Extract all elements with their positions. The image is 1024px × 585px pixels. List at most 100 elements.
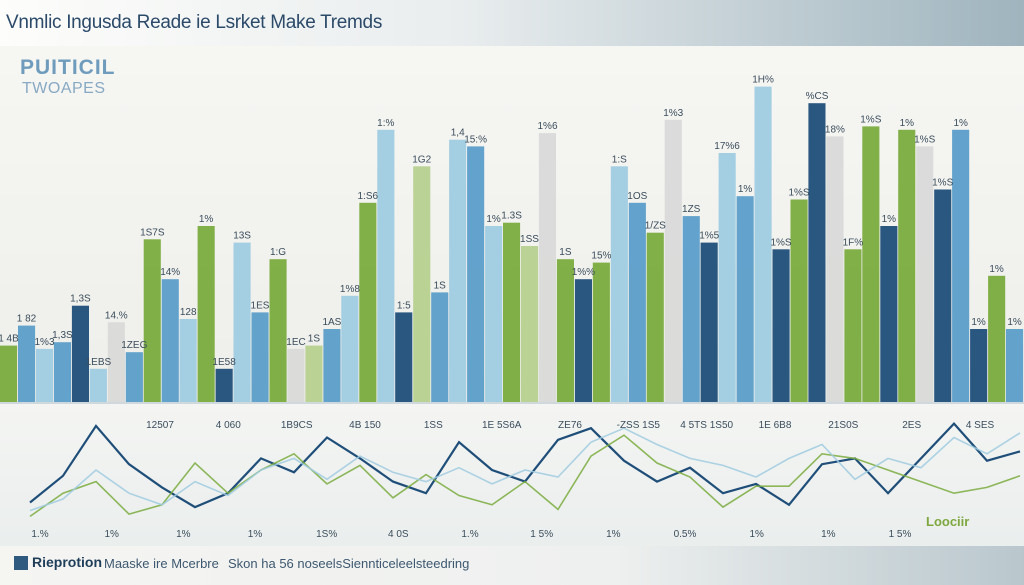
bar (449, 139, 467, 402)
bar-value-label: 1S (559, 247, 572, 258)
bar (161, 279, 179, 402)
line-bottom-label: 1 5% (889, 529, 912, 540)
bar (485, 226, 503, 402)
bar (107, 322, 125, 402)
bar (251, 312, 269, 402)
legend-badge: Loociir (926, 514, 970, 529)
bar (269, 259, 287, 402)
bar-value-label: 1,3S (52, 330, 73, 341)
bar-value-label: 1ZS (682, 204, 701, 215)
bar-value-label: 1S (434, 280, 447, 291)
bar-value-label: 1F% (843, 237, 864, 248)
bar-value-label: 1ZEG (121, 340, 147, 351)
line-bottom-label: 1% (821, 529, 836, 540)
bar (628, 202, 646, 402)
footer-label-mid: Maaske ire Mcerbre (104, 556, 219, 571)
bar-value-label: 1%3 (34, 337, 54, 348)
bar (736, 196, 754, 402)
bar-value-label: 1EBS (86, 357, 112, 368)
bar (916, 146, 934, 402)
bar (700, 242, 718, 402)
line-bottom-label: 1.% (31, 529, 48, 540)
line-bottom-label: 1.% (461, 529, 478, 540)
bar-value-label: 1%8 (340, 284, 360, 295)
line-top-label: 4 5TS 1S50 (680, 420, 733, 431)
bar-value-label: 128 (180, 307, 197, 318)
bar-value-label: 1.3S (501, 211, 522, 222)
bar (143, 239, 161, 402)
section-divider (0, 402, 1024, 404)
page-title: Vnmlic Ingusda Reade ie Lsrket Make Trem… (6, 12, 383, 33)
bar (89, 368, 107, 402)
bar (880, 226, 898, 402)
line-bottom-label: 4 0S (388, 529, 409, 540)
bar (233, 242, 251, 402)
bar-value-label: 1% (738, 184, 753, 195)
chart-subtitle-1: PUITICIL (20, 56, 116, 79)
line-bottom-label: 1S% (316, 529, 337, 540)
bar (467, 146, 485, 402)
line-series (29, 421, 1021, 509)
bar (35, 348, 53, 402)
bar (395, 312, 413, 402)
bar (574, 279, 592, 402)
bar-value-label: 13S (233, 231, 251, 242)
bar (826, 136, 844, 402)
line-top-label: ZE76 (558, 420, 582, 431)
line-top-label: 21S0S (828, 420, 858, 431)
chart-subtitle-2: TWOAPES (22, 80, 106, 97)
bar (682, 216, 700, 402)
bar-value-label: 14.% (105, 310, 128, 321)
bar-value-label: 1%S (770, 237, 791, 248)
bar (862, 126, 880, 403)
line-bottom-label: 1 5% (530, 529, 553, 540)
bar (592, 262, 610, 402)
bar (898, 129, 916, 403)
line-top-label: 2ES (902, 420, 921, 431)
bar (610, 166, 628, 402)
footer-bar (0, 546, 1024, 585)
bar-value-label: 1% (1007, 317, 1022, 328)
bar-value-label: 1% (199, 214, 214, 225)
bar-value-label: 15:% (464, 134, 487, 145)
bar (790, 199, 808, 402)
bar (556, 259, 574, 402)
footer-logo-icon (14, 556, 28, 570)
bar-value-label: 1,3S (70, 294, 91, 305)
line-bottom-label: 0.5% (674, 529, 697, 540)
bar (215, 368, 233, 402)
line-top-label: 12507 (146, 420, 174, 431)
bar (53, 342, 71, 402)
line-top-label: 4 SES (966, 420, 995, 431)
line-top-label: 4B 150 (349, 420, 381, 431)
title-bar (0, 0, 1024, 46)
bar-value-label: 1H% (752, 75, 774, 86)
footer-label-right: Skon ha 56 noseelsSiennticeleelsteedring (228, 556, 470, 571)
footer-label-left: Rieprotion (32, 554, 102, 570)
line-bottom-label: 1% (606, 529, 621, 540)
bar-value-label: 18% (825, 124, 845, 135)
bar (970, 329, 988, 402)
bar-value-label: 1OS (627, 191, 647, 202)
bar (287, 348, 305, 402)
bar (179, 319, 197, 402)
line-bottom-label: 1% (104, 529, 119, 540)
line-top-label: 1SS (424, 420, 443, 431)
line-series (29, 434, 1021, 518)
bar (197, 226, 215, 402)
bar-value-label: 1% (971, 317, 986, 328)
bar-value-label: 17%6 (714, 141, 740, 152)
bar (754, 86, 772, 402)
bar-value-label: 1%% (572, 267, 595, 278)
bar (664, 119, 682, 403)
bar-value-label: 1:5 (397, 300, 411, 311)
bar-value-label: 1SS (520, 234, 539, 245)
bar-value-label: 1:S (612, 154, 627, 165)
bar-value-label: 1AS (322, 317, 341, 328)
bar (934, 189, 952, 402)
bar-value-label: 14% (160, 267, 180, 278)
bar (1006, 329, 1024, 402)
bar-value-label: 1%6 (537, 121, 557, 132)
bar-value-label: 1S7S (140, 227, 165, 238)
line-top-label: 1B9CS (281, 420, 313, 431)
